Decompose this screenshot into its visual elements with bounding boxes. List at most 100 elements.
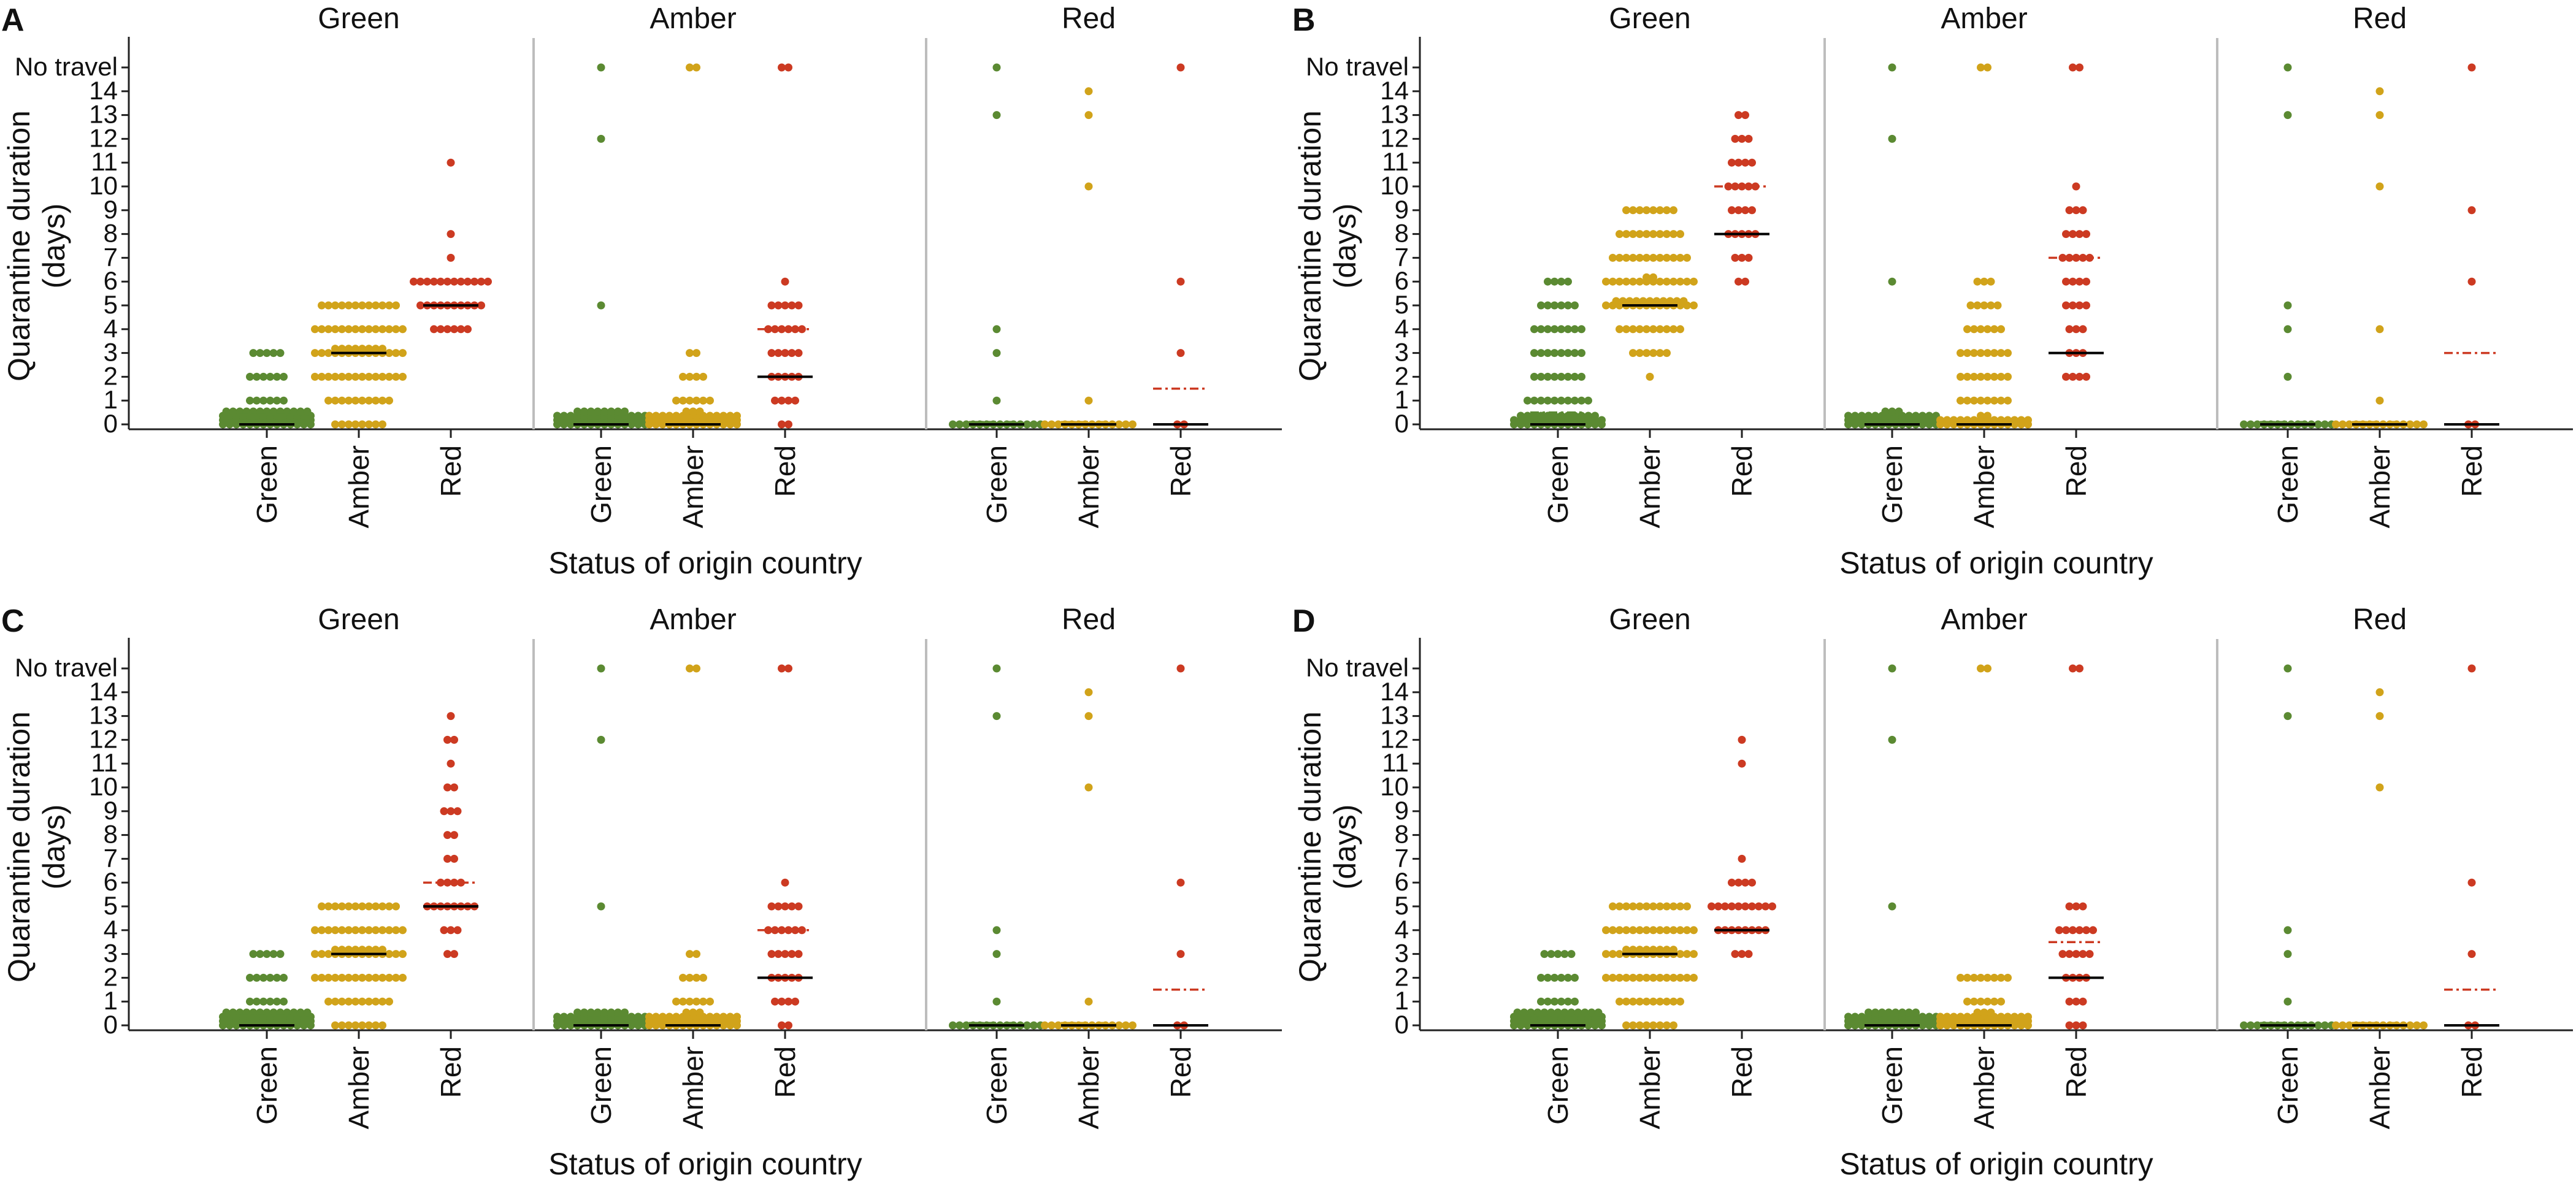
data-point bbox=[1517, 411, 1525, 420]
data-point bbox=[1768, 902, 1776, 911]
data-point bbox=[351, 325, 359, 334]
data-point bbox=[788, 349, 796, 358]
data-point bbox=[992, 63, 1001, 72]
data-point bbox=[345, 926, 353, 935]
data-point bbox=[992, 664, 1001, 673]
data-point bbox=[2072, 182, 2080, 191]
data-point bbox=[385, 950, 393, 959]
data-point bbox=[378, 345, 386, 353]
data-point bbox=[253, 973, 261, 982]
y-tick-label: 7 bbox=[104, 843, 118, 872]
data-point bbox=[1888, 902, 1896, 911]
data-point bbox=[338, 926, 346, 935]
data-point bbox=[1622, 997, 1630, 1006]
data-point bbox=[1632, 297, 1641, 305]
data-point bbox=[296, 1008, 305, 1017]
data-point bbox=[1744, 182, 1753, 191]
data-point bbox=[399, 926, 407, 935]
data-point bbox=[437, 277, 445, 286]
panel-label: A bbox=[1, 2, 25, 38]
data-point bbox=[1858, 411, 1866, 420]
data-point bbox=[1744, 950, 1753, 959]
data-point bbox=[1577, 396, 1585, 405]
data-point bbox=[331, 902, 339, 911]
data-point bbox=[1683, 973, 1691, 982]
data-point bbox=[450, 325, 458, 334]
data-point bbox=[778, 1021, 786, 1030]
data-point bbox=[1574, 1008, 1582, 1017]
data-point bbox=[1176, 664, 1185, 673]
data-point bbox=[1616, 277, 1623, 286]
data-point bbox=[1176, 349, 1185, 358]
data-point bbox=[1622, 973, 1630, 982]
data-point bbox=[1649, 349, 1657, 358]
data-point bbox=[283, 1008, 291, 1017]
data-point bbox=[1663, 902, 1671, 911]
data-point bbox=[1560, 950, 1569, 959]
data-point bbox=[573, 1008, 581, 1017]
data-point bbox=[1544, 349, 1552, 358]
data-point bbox=[2339, 1021, 2347, 1030]
data-point bbox=[1544, 411, 1552, 420]
x-tick-label: Amber bbox=[1634, 445, 1666, 528]
x-tick-label: Amber bbox=[343, 445, 375, 528]
data-point bbox=[1673, 297, 1681, 305]
data-point bbox=[1731, 950, 1739, 959]
data-point bbox=[1530, 372, 1538, 381]
data-point bbox=[318, 973, 326, 982]
data-point bbox=[1564, 349, 1572, 358]
data-point bbox=[2283, 63, 2292, 72]
data-point bbox=[372, 926, 380, 935]
data-point bbox=[1997, 349, 2005, 358]
data-point bbox=[1084, 783, 1093, 792]
data-point bbox=[1598, 416, 1606, 424]
data-point bbox=[450, 854, 458, 863]
data-point bbox=[399, 950, 407, 959]
x-tick-label: Green bbox=[1542, 1046, 1574, 1125]
data-point bbox=[385, 349, 393, 358]
data-point bbox=[1690, 950, 1698, 959]
data-point bbox=[1984, 349, 1991, 358]
data-point bbox=[1537, 396, 1545, 405]
data-point bbox=[1970, 325, 1978, 334]
data-point bbox=[1643, 926, 1650, 935]
data-point bbox=[338, 973, 346, 982]
data-point bbox=[784, 396, 792, 405]
data-point bbox=[1970, 349, 1978, 358]
data-point bbox=[1564, 997, 1572, 1006]
data-point bbox=[2467, 878, 2476, 887]
data-point bbox=[1690, 301, 1698, 310]
data-point bbox=[580, 1008, 588, 1017]
data-point bbox=[1676, 277, 1684, 286]
data-point bbox=[1571, 396, 1579, 405]
data-point bbox=[311, 349, 319, 358]
data-point bbox=[222, 407, 231, 416]
data-point bbox=[2072, 325, 2080, 334]
data-point bbox=[597, 664, 605, 673]
data-point bbox=[351, 345, 359, 353]
y-tick-label: 7 bbox=[1395, 843, 1409, 872]
data-point bbox=[1557, 372, 1565, 381]
data-point bbox=[1663, 325, 1671, 334]
data-point bbox=[1530, 396, 1538, 405]
data-point bbox=[679, 973, 687, 982]
data-point bbox=[1544, 997, 1552, 1006]
data-point bbox=[1963, 1012, 1971, 1021]
y-tick-label: 11 bbox=[1382, 147, 1409, 176]
data-point bbox=[1663, 349, 1671, 358]
data-point bbox=[1609, 950, 1617, 959]
data-point bbox=[1551, 997, 1558, 1006]
data-point bbox=[447, 253, 455, 262]
data-point bbox=[2004, 1012, 2012, 1021]
data-point bbox=[345, 420, 353, 429]
data-point bbox=[2062, 301, 2070, 310]
data-point bbox=[392, 950, 400, 959]
x-tick-label: Red bbox=[769, 445, 801, 497]
data-point bbox=[351, 946, 359, 954]
data-point bbox=[1973, 301, 1982, 310]
x-tick-label: Amber bbox=[1073, 1046, 1105, 1129]
data-point bbox=[767, 301, 776, 310]
data-point bbox=[443, 831, 451, 840]
data-point bbox=[1851, 1012, 1859, 1021]
data-point bbox=[273, 997, 281, 1006]
